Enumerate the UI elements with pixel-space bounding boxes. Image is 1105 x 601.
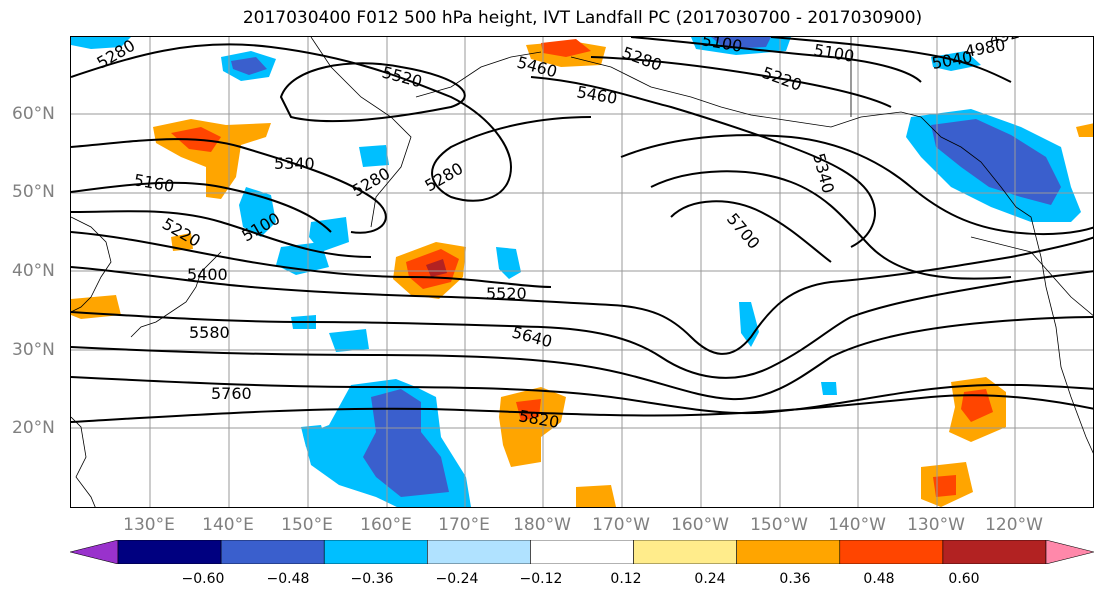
colorbar-tick: 0.36 bbox=[779, 571, 811, 587]
contour-label: 5580 bbox=[189, 323, 230, 342]
shade-orange bbox=[499, 387, 566, 467]
map-title: 2017030400 F012 500 hPa height, IVT Land… bbox=[242, 8, 923, 28]
lon-label: 130°E bbox=[123, 515, 175, 535]
lon-label: 130°W bbox=[907, 515, 965, 535]
colorbar-segment bbox=[117, 539, 222, 565]
colorbar-svg bbox=[69, 539, 1095, 565]
contour-label: 5700 bbox=[723, 209, 764, 252]
colorbar-segment bbox=[633, 539, 737, 565]
colorbar-segment bbox=[530, 539, 634, 565]
contour-label: 5280 bbox=[620, 43, 665, 75]
lon-label: 120°W bbox=[985, 515, 1043, 535]
map-svg: 5280 5280 5520 5460 5460 5280 5100 5220 … bbox=[71, 37, 1093, 507]
shade-darkred bbox=[426, 259, 447, 277]
contour-labels: 5280 5280 5520 5460 5460 5280 5100 5220 … bbox=[94, 37, 1032, 432]
shade-blue bbox=[931, 119, 1061, 205]
lon-label: 150°W bbox=[750, 515, 808, 535]
contour-label: 4980 bbox=[963, 37, 1006, 61]
lon-label: 180°W bbox=[513, 515, 571, 535]
colorbar-tick: −0.48 bbox=[266, 571, 310, 587]
lon-label: 160°W bbox=[671, 515, 729, 535]
shade-cyan bbox=[71, 37, 131, 49]
height-contours bbox=[71, 37, 1093, 423]
colorbar-tick: −0.60 bbox=[181, 571, 225, 587]
shade-blue bbox=[231, 57, 267, 75]
shade-cyan bbox=[821, 382, 837, 395]
colorbar-segment bbox=[839, 539, 944, 565]
map-panel: 5280 5280 5520 5460 5460 5280 5100 5220 … bbox=[70, 36, 1094, 508]
colorbar-extend-max bbox=[1045, 539, 1095, 565]
shade-orange bbox=[576, 485, 616, 507]
contour-label: 5760 bbox=[211, 384, 252, 403]
colorbar bbox=[69, 539, 1095, 565]
shade-red bbox=[516, 399, 541, 421]
shade-orange bbox=[171, 233, 193, 251]
colorbar-tick: −0.36 bbox=[350, 571, 394, 587]
contour-label: 5100 bbox=[700, 37, 743, 56]
contour-label: 4920 bbox=[987, 37, 1031, 49]
lon-label: 140°E bbox=[202, 515, 254, 535]
lat-label-40n: 40°N bbox=[12, 261, 55, 281]
shade-red bbox=[933, 475, 956, 497]
contour-label: 5400 bbox=[187, 265, 228, 284]
shade-cyan bbox=[301, 425, 326, 447]
colorbar-tick: 0.24 bbox=[694, 571, 726, 587]
lon-label: 170°W bbox=[592, 515, 650, 535]
lat-label-60n: 60°N bbox=[12, 104, 55, 124]
contour-label: 5340 bbox=[274, 154, 315, 173]
colorbar-extend-min bbox=[69, 539, 119, 565]
shade-cyan bbox=[496, 247, 521, 279]
colorbar-segment bbox=[323, 539, 428, 565]
colorbar-segment bbox=[942, 539, 1047, 565]
lon-label: 150°E bbox=[281, 515, 333, 535]
shade-red bbox=[541, 39, 591, 57]
contour-label: 5520 bbox=[486, 284, 527, 303]
lat-label-30n: 30°N bbox=[12, 340, 55, 360]
lat-label-50n: 50°N bbox=[12, 182, 55, 202]
lat-label-20n: 20°N bbox=[12, 418, 55, 438]
shade-cyan bbox=[359, 145, 389, 167]
lon-label: 140°W bbox=[828, 515, 886, 535]
shade-cyan bbox=[739, 302, 759, 347]
colorbar-tick: 0.12 bbox=[610, 571, 642, 587]
colorbar-segment bbox=[427, 539, 531, 565]
shade-orange bbox=[1076, 123, 1093, 137]
colorbar-tick: 0.48 bbox=[863, 571, 895, 587]
contour-label: 5280 bbox=[422, 159, 467, 196]
colorbar-tick: −0.12 bbox=[519, 571, 563, 587]
colorbar-tick: −0.24 bbox=[435, 571, 479, 587]
colorbar-segment bbox=[220, 539, 325, 565]
lon-label: 170°E bbox=[438, 515, 490, 535]
shade-cyan bbox=[329, 329, 369, 352]
contour-label: 5160 bbox=[132, 170, 175, 196]
shade-red bbox=[961, 389, 993, 422]
contour-label: 5340 bbox=[809, 151, 838, 195]
shade-cyan bbox=[239, 187, 276, 237]
shade-blue bbox=[363, 389, 449, 497]
colorbar-tick: 0.60 bbox=[948, 571, 980, 587]
contour-label: 5220 bbox=[760, 63, 805, 95]
colorbar-segment bbox=[736, 539, 841, 565]
contour-label: 5460 bbox=[575, 82, 618, 108]
graticule bbox=[71, 37, 1093, 507]
lon-label: 160°E bbox=[360, 515, 412, 535]
